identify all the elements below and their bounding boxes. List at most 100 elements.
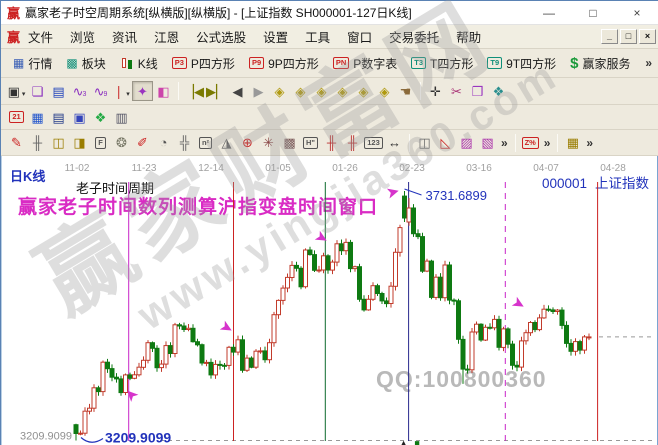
square-pattern-tool-icon[interactable]: ▩ — [283, 135, 296, 150]
x-tick-04-07: 04-07 — [533, 163, 559, 174]
sectors-button[interactable]: ▩ 板块 — [59, 52, 112, 75]
span-measure-tool-icon[interactable]: ↔ — [388, 135, 401, 150]
notes-icon[interactable]: ▤ — [52, 109, 65, 125]
last-bar-button[interactable]: ▶▏ — [206, 83, 226, 99]
pan-left-diamond-button[interactable]: ◈ — [274, 83, 285, 99]
menu-item-交易委托[interactable]: 交易委托 — [389, 31, 440, 45]
menu-item-设置[interactable]: 设置 — [263, 31, 289, 45]
calendar-icon[interactable]: 21 — [6, 107, 27, 127]
wave-3-tool-icon[interactable]: ∿ 3 — [72, 83, 87, 99]
list-tool-icon[interactable]: ▤ — [52, 83, 65, 99]
close-button[interactable]: × — [633, 6, 641, 20]
chart-panel[interactable]: 11-02 11-23 12-14 01-05 01-26 02-23 03-16 04-07… — [1, 156, 658, 445]
save-icon[interactable]: ▣ — [73, 109, 86, 125]
next-bar-button[interactable]: ▶ — [253, 83, 264, 99]
kline-button[interactable]: K线 — [113, 52, 165, 75]
window-title: 赢家老子时空周期系统[纵横版][纵横版] - [上证指数 SH000001-12… — [25, 6, 412, 20]
toolbar-main-overflow-chevron[interactable]: » — [645, 56, 652, 70]
9p-square-button[interactable]: P9 9P四方形 — [242, 52, 326, 75]
fibonacci-tool-icon[interactable]: F — [90, 133, 111, 153]
menu-item-江恩[interactable]: 江恩 — [154, 31, 180, 45]
menu-item-工具[interactable]: 工具 — [305, 31, 331, 45]
starburst-tool-icon[interactable]: ✳ — [263, 135, 274, 150]
candles — [73, 191, 592, 441]
print-icon[interactable]: ▥ — [115, 109, 128, 125]
kline-button-label: K线 — [137, 56, 158, 71]
h-expand-diamond-button[interactable]: ◈ — [316, 83, 327, 99]
pattern-tool-icon[interactable]: ❏ — [31, 83, 44, 99]
low-leader-line — [80, 437, 104, 443]
mdi-close-button[interactable]: × — [639, 29, 656, 44]
menu-item-浏览[interactable]: 浏览 — [70, 31, 96, 45]
h-marks-tool-icon[interactable]: H" — [300, 133, 321, 153]
p-number-button[interactable]: PN P数字表 — [326, 52, 404, 75]
x-tick-11-02: 11-02 — [64, 163, 90, 174]
first-bar-button[interactable]: ▕◀ — [184, 83, 204, 99]
period-selector[interactable]: ▣ ▾ — [7, 83, 26, 99]
quotes-button-label: 行情 — [28, 56, 53, 71]
titlebar[interactable]: 赢 赢家老子时空周期系统[纵横版][纵横版] - [上证指数 SH000001-… — [1, 1, 658, 25]
n-square-tool-icon[interactable]: n² — [195, 133, 216, 153]
full-view-diamond-button[interactable]: ◈ — [379, 83, 390, 99]
angle-tool-icon[interactable]: ◮ — [221, 135, 232, 150]
time-cycle-tool-icon[interactable]: ✦ — [132, 81, 153, 101]
winner-service-button[interactable]: $ 赢家服务 — [563, 52, 637, 75]
drawing-overflow-chevron-1[interactable]: » — [501, 135, 508, 150]
shen-grid-tool-icon[interactable]: ╫ — [326, 135, 337, 150]
gann-circle-tool-icon[interactable]: ⊕ — [242, 135, 253, 150]
winner-service-button-icon: $ — [570, 54, 579, 72]
drawing-overflow-chevron-3[interactable]: » — [586, 135, 594, 150]
export-icon[interactable]: ❖ — [94, 109, 107, 125]
calculator-icon[interactable]: ▦ — [31, 109, 44, 125]
grid-2-tool-icon[interactable]: ╬ — [179, 135, 190, 150]
time-clock-tool-icon[interactable]: ◔ — [159, 135, 168, 150]
x-tick-02-23: 02-23 — [399, 163, 425, 174]
quotes-button[interactable]: ▦ 行情 — [6, 52, 59, 75]
kline-button-icon — [120, 57, 134, 70]
fan-lines-tool-icon[interactable]: ◺ — [440, 135, 451, 150]
t-square-button[interactable]: T3 T四方形 — [404, 52, 480, 75]
9p-square-button-label: 9P四方形 — [268, 56, 319, 71]
color-chart-tool-icon[interactable]: ◧ — [157, 83, 170, 99]
t-square-button-icon: T3 — [411, 57, 427, 69]
gold-grid-2-tool-icon[interactable]: ◨ — [73, 135, 86, 150]
wave-9-tool-icon[interactable]: ∿ 9 — [93, 83, 108, 99]
abacus-tool-icon[interactable]: 123 — [363, 133, 384, 153]
box-pattern-1-tool-icon[interactable]: ▨ — [460, 135, 473, 150]
grid-lines-tool-icon[interactable]: ╫ — [32, 135, 43, 150]
menu-item-窗口[interactable]: 窗口 — [347, 31, 373, 45]
ying-grid-tool-icon[interactable]: ╫ — [347, 135, 358, 150]
menu-item-帮助[interactable]: 帮助 — [456, 31, 482, 45]
crosshair-tool-icon[interactable]: ✛ — [430, 83, 441, 99]
pen-tool-icon[interactable]: ✎ — [11, 135, 22, 150]
trend-pen-tool-icon[interactable]: ✐ — [137, 135, 148, 150]
minimize-button[interactable]: — — [543, 6, 555, 20]
cut-tool-icon[interactable]: ✂ — [451, 83, 462, 99]
prev-bar-button[interactable]: ◀ — [232, 83, 243, 99]
drawing-overflow-chevron-2[interactable]: » — [543, 135, 551, 150]
x-axis-labels: 11-02 11-23 12-14 01-05 01-26 02-23 03-16 04-07… — [2, 156, 658, 174]
9t-square-button[interactable]: T9 9T四方形 — [480, 52, 563, 75]
expand-diamond-button[interactable]: ◈ — [358, 83, 369, 99]
mdi-minimize-button[interactable]: _ — [601, 29, 618, 44]
p-square-button[interactable]: P3 P四方形 — [165, 52, 242, 75]
hand-tool-icon[interactable]: ☚ — [399, 83, 412, 99]
compress-diamond-button[interactable]: ◈ — [337, 83, 348, 99]
maximize-button[interactable]: □ — [589, 6, 597, 20]
gold-grid-1-tool-icon[interactable]: ◫ — [52, 135, 65, 150]
menu-item-公式选股[interactable]: 公式选股 — [196, 31, 247, 45]
stamp-tool-icon[interactable]: ❒ — [471, 83, 484, 99]
gold-grid-3-tool-icon[interactable]: ▦ — [566, 135, 580, 150]
spiral-tool-icon[interactable]: ❂ — [116, 135, 127, 150]
menu-item-资讯[interactable]: 资讯 — [112, 31, 138, 45]
mdi-restore-button[interactable]: □ — [620, 29, 637, 44]
box-pattern-2-tool-icon[interactable]: ▧ — [481, 135, 494, 150]
cycle-label: 老子时间周期 — [76, 181, 155, 196]
menu-item-文件[interactable]: 文件 — [28, 31, 54, 45]
pan-right-diamond-button[interactable]: ◈ — [295, 83, 306, 99]
map-tool-icon[interactable]: ❖ — [492, 83, 505, 99]
frame-tool-icon[interactable]: ◫ — [418, 135, 431, 150]
percent-tool-icon[interactable]: Z% — [520, 133, 541, 153]
bar-style-selector[interactable]: ❘ ▾ — [113, 83, 130, 99]
